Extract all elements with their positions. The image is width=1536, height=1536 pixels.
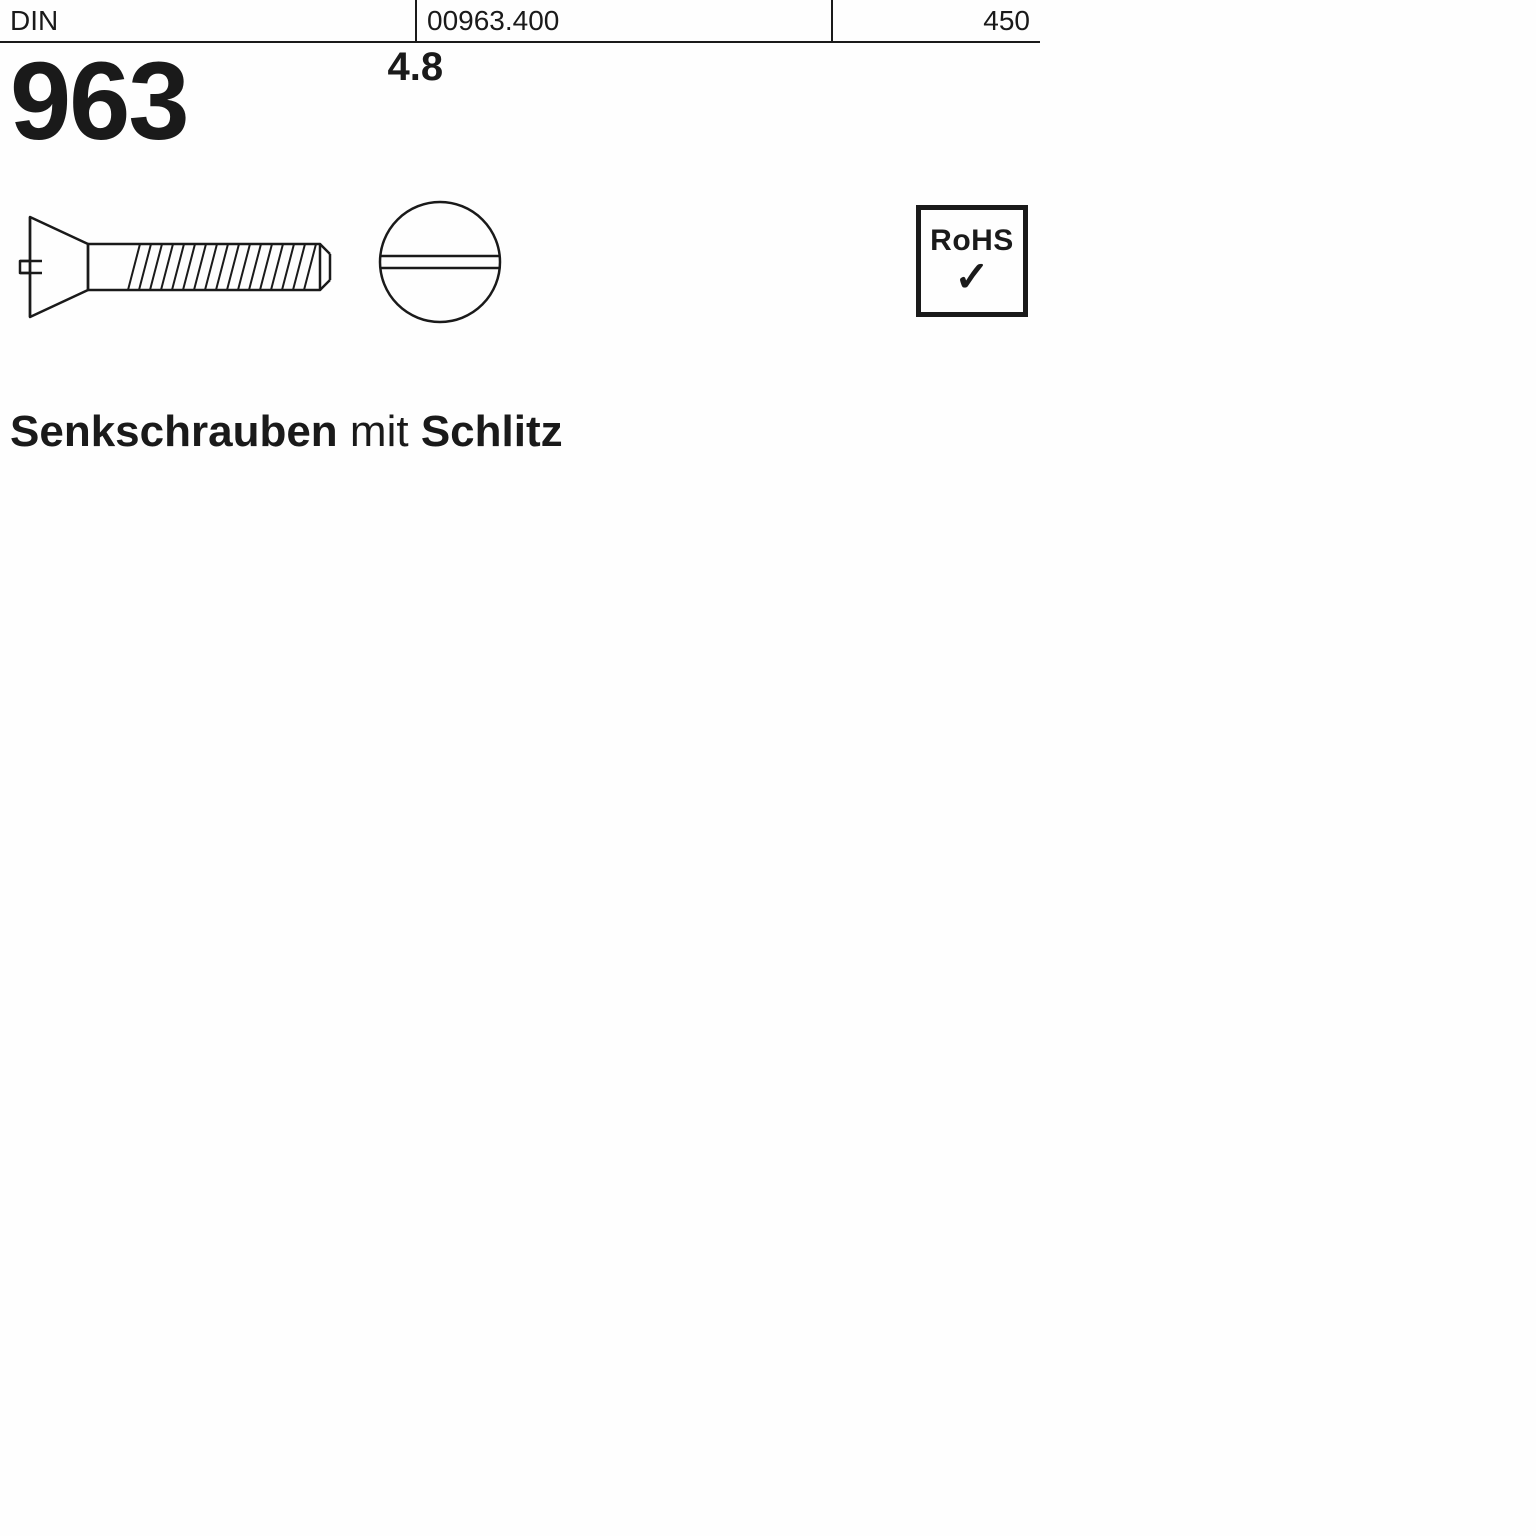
strength-grade: 4.8 — [388, 43, 444, 90]
screw-side-view-icon — [18, 207, 338, 327]
title-connector: mit — [350, 407, 409, 456]
title-suffix: Schlitz — [421, 407, 563, 456]
header-standard-label: DIN — [0, 0, 416, 42]
din-number: 963 — [10, 43, 188, 157]
header-article-code: 00963.400 — [416, 0, 832, 42]
screw-end-view-icon — [375, 197, 505, 327]
header-table: DIN 00963.400 450 — [0, 0, 1040, 43]
product-title: Senkschrauben mit Schlitz — [0, 357, 1040, 457]
standard-row: 963 4.8 — [0, 43, 1040, 157]
rohs-badge: RoHS ✓ — [916, 205, 1028, 317]
title-main: Senkschrauben — [10, 407, 338, 456]
datasheet: DIN 00963.400 450 963 4.8 — [0, 0, 1040, 1040]
header-value: 450 — [832, 0, 1040, 42]
diagram-band: RoHS ✓ — [0, 187, 1040, 357]
rohs-check-icon: ✓ — [954, 256, 989, 298]
